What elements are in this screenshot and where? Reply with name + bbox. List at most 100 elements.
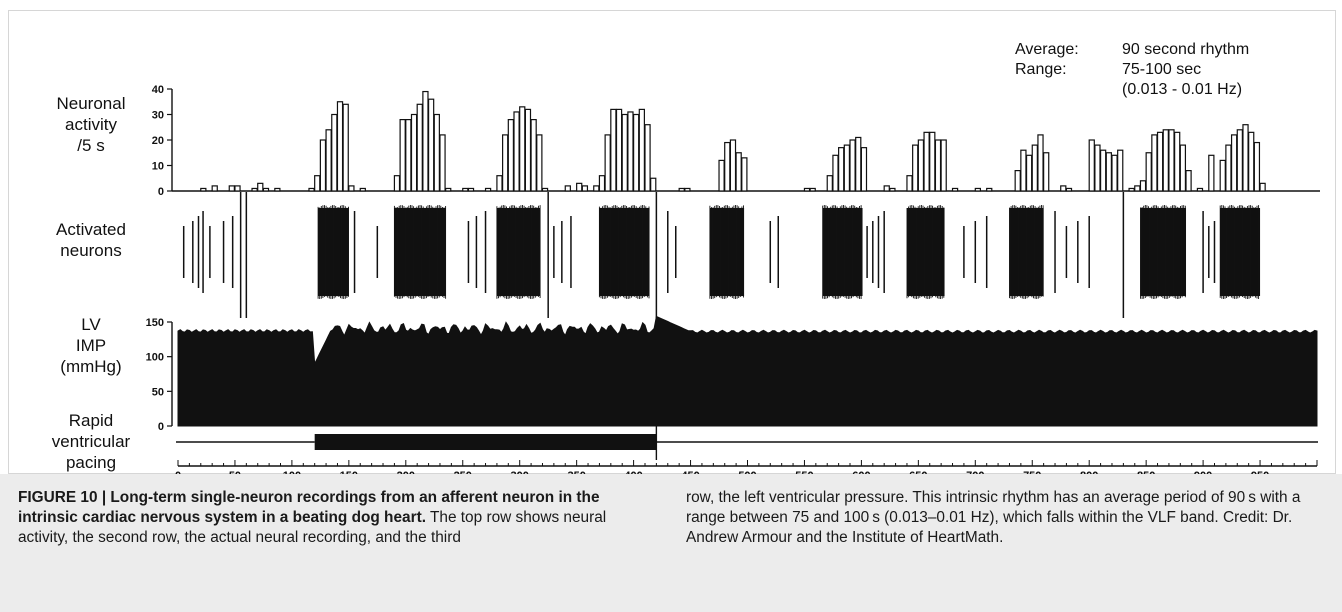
- activity-bar: [1037, 134, 1044, 192]
- activity-bar: [462, 187, 469, 192]
- activity-bar: [803, 187, 811, 192]
- activity-bar: [251, 187, 258, 192]
- activity-bar: [228, 185, 235, 192]
- pressure-area: [177, 315, 1318, 427]
- activity-bar: [826, 175, 833, 192]
- activity-bar: [1128, 187, 1135, 192]
- activity-bar: [524, 108, 532, 192]
- activity-bar: [541, 187, 549, 192]
- activity-bar: [274, 187, 281, 192]
- x-tick-label: 600: [852, 470, 870, 474]
- activity-bar: [1025, 154, 1033, 192]
- activity-bar: [393, 175, 401, 192]
- activity-bar: [889, 187, 896, 192]
- activity-bar: [644, 124, 651, 192]
- activity-bar: [860, 147, 868, 192]
- row-label-activity: /5 s: [77, 136, 104, 155]
- x-tick-label: 950: [1251, 470, 1269, 474]
- caption-label: FIGURE 10 | Long-term single-neuron reco…: [18, 489, 600, 526]
- activity-bar: [211, 185, 218, 192]
- activity-bar: [923, 131, 930, 192]
- activity-bar: [308, 187, 315, 192]
- activity-bar: [729, 139, 737, 192]
- activity-bar: [832, 154, 839, 192]
- neuron-burst-edge: [1009, 205, 1044, 299]
- row-label-pressure: (mmHg): [60, 357, 121, 376]
- annotation-label: Average:: [1015, 41, 1079, 58]
- activity-bar: [200, 187, 207, 192]
- activity-bar: [615, 108, 623, 192]
- activity-bars: [200, 90, 1266, 192]
- activity-bar: [684, 187, 691, 192]
- activity-bar: [1139, 180, 1147, 192]
- activity-bar: [257, 182, 264, 192]
- activity-bar: [314, 175, 321, 192]
- activity-bar: [262, 187, 270, 192]
- x-tick-label: 100: [283, 470, 301, 474]
- activity-bar: [1185, 170, 1192, 192]
- activity-bar: [1162, 129, 1169, 192]
- figure-plot: Neuronal activity/5 s Activated neurons LV IM…: [52, 41, 1320, 474]
- activity-bar: [519, 106, 526, 192]
- activity-bar: [741, 157, 748, 192]
- activity-bar: [1225, 144, 1232, 192]
- activity-bar: [838, 147, 845, 192]
- neuron-burst-edge: [496, 205, 541, 299]
- row-label-pressure: IMP: [76, 336, 106, 355]
- activity-bar: [399, 118, 406, 192]
- pressure-ytick-label: 0: [158, 421, 164, 433]
- pressure-ytick-label: 150: [146, 317, 164, 329]
- activity-bar: [917, 139, 925, 192]
- activity-bar: [906, 175, 913, 192]
- activity-bar: [883, 185, 890, 192]
- annotation-value: 90 second rhythm: [1122, 41, 1249, 58]
- activity-bar: [342, 103, 349, 192]
- activity-bar: [1168, 129, 1175, 192]
- activity-bar: [234, 185, 241, 192]
- figure-caption: FIGURE 10 | Long-term single-neuron reco…: [0, 474, 1342, 612]
- activity-bar: [348, 185, 355, 192]
- row-label-neurons: Activated: [56, 220, 126, 239]
- activity-bar: [445, 187, 452, 192]
- activity-bar: [427, 98, 435, 192]
- activity-bar: [1236, 129, 1243, 192]
- pressure-ytick-label: 100: [146, 352, 164, 364]
- activity-bar: [632, 113, 640, 192]
- activity-bar: [325, 129, 332, 192]
- activity-bar: [1060, 185, 1067, 192]
- activity-bar: [467, 187, 475, 192]
- activity-bar: [576, 182, 583, 192]
- x-tick-label: 500: [738, 470, 756, 474]
- caption-right-column: row, the left ventricular pressure. This…: [686, 488, 1330, 548]
- pacing-trace: [176, 426, 1318, 460]
- neuron-burst-edge: [1219, 205, 1260, 299]
- activity-bar: [1094, 144, 1101, 192]
- x-tick-label: 250: [454, 470, 472, 474]
- activity-bar: [621, 113, 628, 192]
- activity-bar: [416, 103, 423, 192]
- activity-bar: [1208, 154, 1215, 192]
- row-label-activity: activity: [65, 115, 117, 134]
- row-label-pressure: LV: [81, 315, 101, 334]
- annotation-value: (0.013 - 0.01 Hz): [1122, 81, 1242, 98]
- activity-bar: [564, 185, 571, 192]
- activity-bar: [678, 187, 685, 192]
- activity-bar: [940, 139, 947, 192]
- row-label-neurons: neurons: [60, 241, 121, 260]
- activity-bar: [735, 152, 742, 192]
- x-tick-label: 450: [681, 470, 699, 474]
- activity-bar: [331, 113, 338, 192]
- neuron-recording: [182, 192, 1261, 318]
- activity-bar: [929, 131, 936, 192]
- activity-bar: [604, 134, 611, 192]
- activity-bar: [422, 90, 429, 192]
- activity-bar: [433, 113, 440, 192]
- activity-bar: [1230, 134, 1238, 192]
- activity-bar: [1117, 149, 1124, 192]
- activity-bar: [1145, 152, 1152, 192]
- x-tick-label: 200: [397, 470, 415, 474]
- activity-ytick-label: 20: [152, 135, 164, 147]
- pressure-ytick-label: 50: [152, 386, 164, 398]
- caption-left-column: FIGURE 10 | Long-term single-neuron reco…: [18, 488, 660, 548]
